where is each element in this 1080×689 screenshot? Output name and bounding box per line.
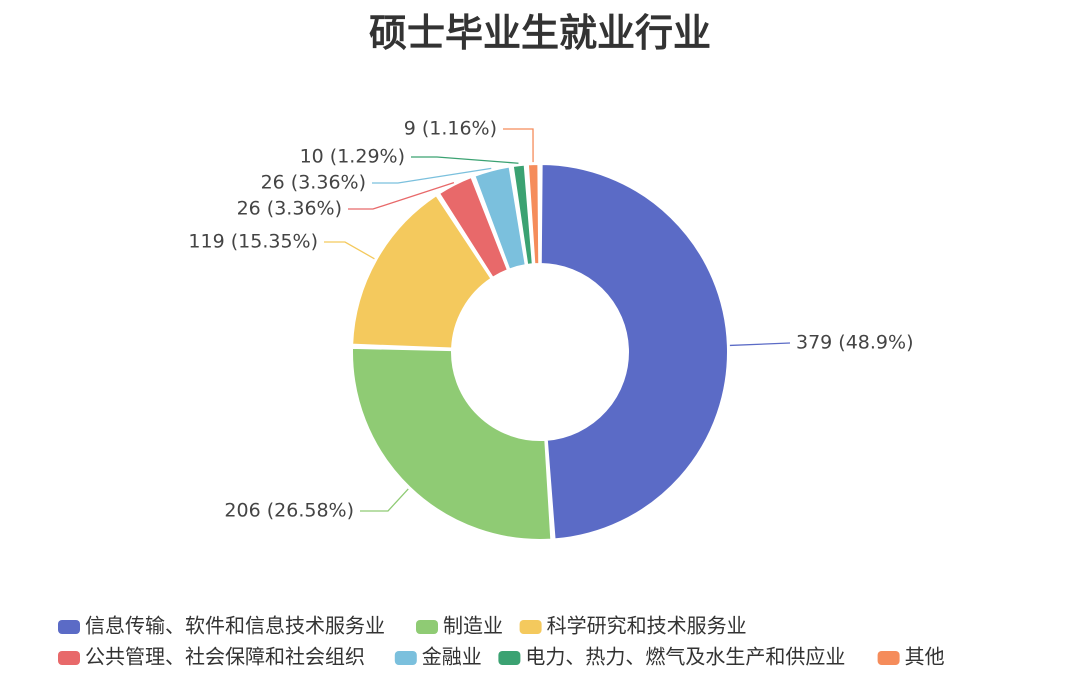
slice-7[interactable] (526, 163, 541, 266)
slice-6[interactable] (511, 163, 534, 266)
slice-5[interactable] (473, 165, 527, 271)
data-label-2: 206 (26.58%) (224, 500, 354, 522)
legend-label-2[interactable]: 制造业 (443, 614, 503, 638)
legend-label-7[interactable]: 其他 (905, 645, 945, 669)
leader-line-2 (360, 488, 409, 512)
leader-line-3 (324, 241, 375, 260)
slice-3[interactable] (351, 194, 493, 350)
data-label-3: 119 (15.35%) (188, 231, 318, 253)
leader-line-7 (503, 128, 534, 163)
leader-line-6 (411, 156, 519, 164)
slice-1[interactable] (539, 163, 730, 541)
data-labels-layer: 379 (48.9%) 206 (26.58%) 119 (15.35%) 26 (3… (188, 118, 913, 522)
data-label-5: 26 (3.36%) (261, 172, 366, 194)
slice-2[interactable] (351, 346, 553, 541)
legend-swatch-4[interactable] (58, 651, 80, 665)
legend-label-1[interactable]: 信息传输、软件和信息技术服务业 (85, 614, 385, 638)
leader-lines-layer (324, 128, 791, 512)
data-label-7: 9 (1.16%) (404, 118, 497, 140)
legend-swatch-6[interactable] (498, 651, 521, 665)
slice-4[interactable] (438, 175, 509, 279)
legend-swatch-2[interactable] (416, 620, 438, 634)
leader-line-4 (348, 182, 455, 210)
legend-swatch-5[interactable] (394, 651, 417, 665)
legend-label-6[interactable]: 电力、热力、燃气及水生产和供应业 (525, 645, 845, 669)
data-label-6: 10 (1.29%) (300, 146, 405, 168)
data-label-1: 379 (48.9%) (796, 332, 914, 354)
slices-layer (351, 163, 730, 541)
chart-title: 硕士毕业生就业行业 (369, 11, 711, 55)
legend-swatch-3[interactable] (519, 620, 542, 634)
leader-line-5 (372, 167, 492, 184)
legend-swatch-1[interactable] (58, 620, 80, 634)
legend-label-5[interactable]: 金融业 (422, 645, 482, 669)
legend-swatch-7[interactable] (877, 651, 900, 665)
legend-label-3[interactable]: 科学研究和技术服务业 (547, 614, 747, 638)
legend: 信息传输、软件和信息技术服务业 制造业 科学研究和技术服务业公共管理、社会保障和社会… (58, 614, 945, 669)
legend-label-4[interactable]: 公共管理、社会保障和社会组织 (85, 645, 365, 669)
data-label-4: 26 (3.36%) (237, 198, 342, 220)
leader-line-1 (729, 342, 791, 347)
